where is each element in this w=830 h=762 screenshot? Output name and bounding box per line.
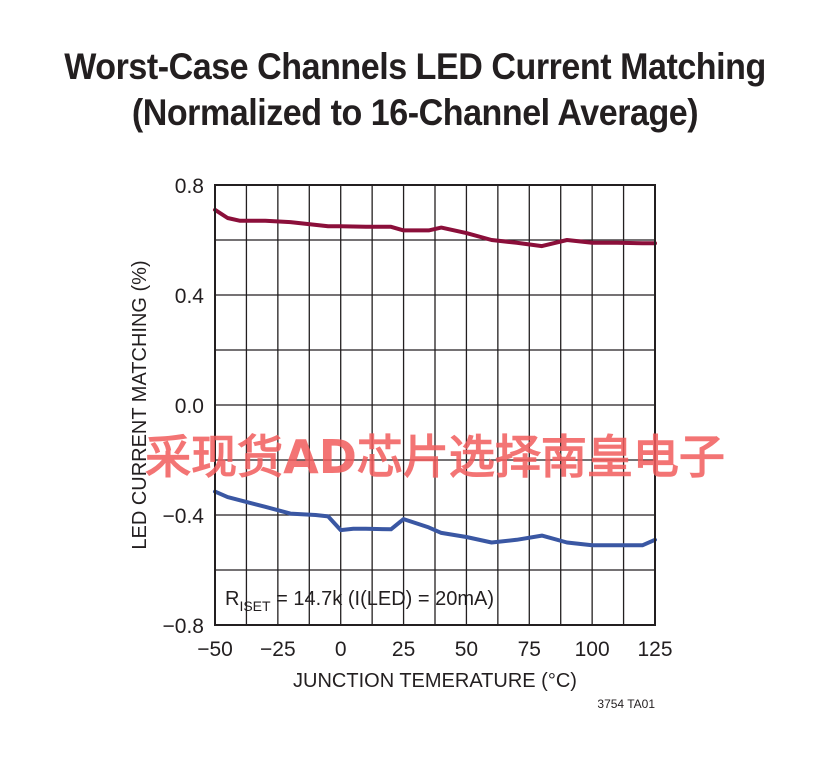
watermark-text: 采现货AD芯片选择南皇电子 (145, 430, 725, 484)
y-tick-label: −0.8 (163, 615, 204, 638)
x-tick-label: 25 (392, 638, 415, 661)
x-tick-label: 100 (575, 638, 610, 661)
y-axis-label: LED CURRENT MATCHING (%) (129, 260, 151, 549)
series-line-1 (213, 207, 657, 249)
chart-subtitle: (Normalized to 16-Channel Average) (131, 92, 699, 133)
y-tick-label: −0.4 (163, 505, 205, 528)
grid (215, 185, 655, 625)
y-tick-label: 0.4 (175, 285, 205, 308)
series-line-2 (213, 489, 657, 548)
series-group (213, 207, 657, 548)
x-tick-labels: −50 −25 0 25 50 75 100 125 (197, 638, 672, 661)
x-tick-label: 125 (637, 638, 672, 661)
figure-code: 3754 TA01 (597, 697, 655, 711)
annotation-body: = 14.7k (I(LED) = 20mA) (271, 588, 494, 610)
y-tick-label: 0.0 (175, 395, 204, 418)
x-tick-label: 0 (335, 638, 347, 661)
x-tick-label: 50 (455, 638, 478, 661)
y-tick-label: 0.8 (175, 175, 204, 198)
chart-title: Worst-Case Channels LED Current Matching (64, 46, 766, 87)
annotation-text: RISET = 14.7k (I(LED) = 20mA) (225, 588, 494, 614)
plot-frame (214, 184, 656, 626)
annotation-subscript: ISET (239, 598, 271, 614)
x-axis-label: JUNCTION TEMERATURE (°C) (293, 670, 577, 692)
x-tick-label: −50 (197, 638, 233, 661)
x-tick-label: 75 (518, 638, 541, 661)
x-tick-label: −25 (260, 638, 296, 661)
annotation-prefix: R (225, 588, 239, 610)
y-tick-labels: 0.8 0.4 0.0 −0.4 −0.8 (163, 175, 205, 638)
